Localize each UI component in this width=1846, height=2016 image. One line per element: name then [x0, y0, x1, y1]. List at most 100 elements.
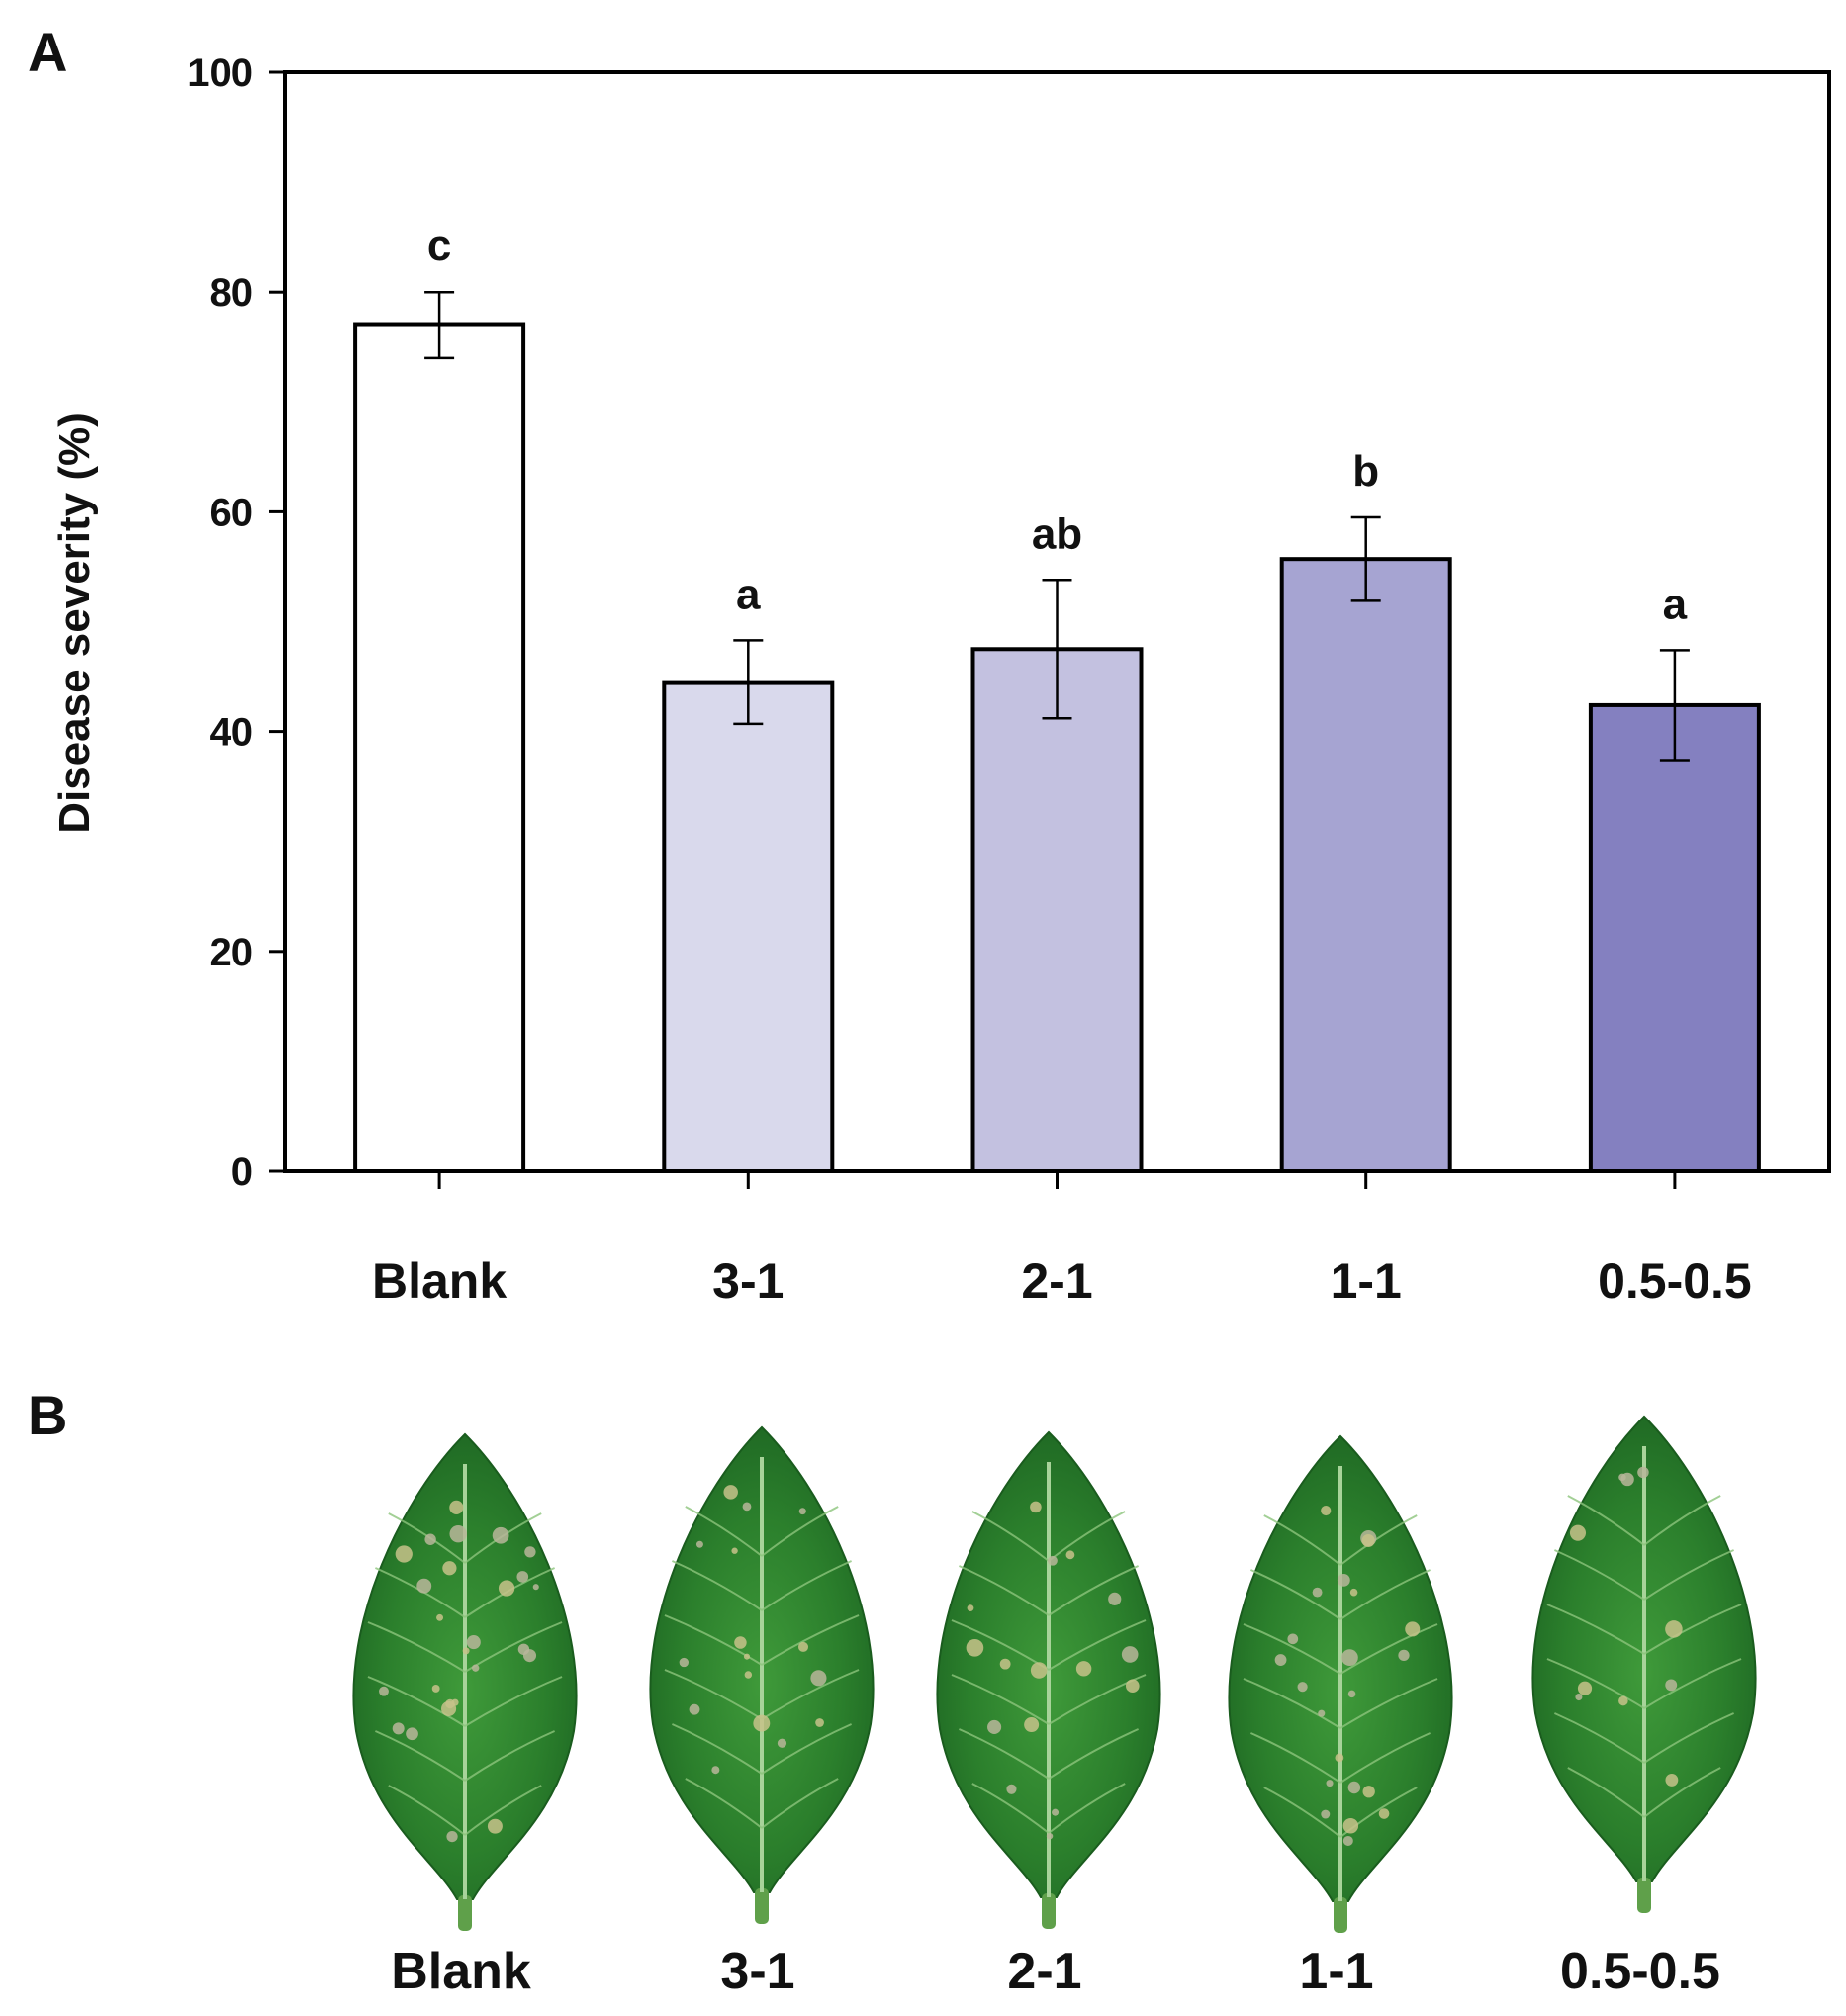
lesion-spot [1337, 1573, 1350, 1587]
x-tick-label: 2-1 [1021, 1253, 1092, 1309]
y-axis-title: Disease severity (%) [50, 412, 99, 834]
leaf-vein [1643, 1767, 1721, 1818]
lesion-spot [1052, 1808, 1060, 1816]
lesion-spot [1046, 1832, 1054, 1840]
y-tick-label: 100 [187, 51, 253, 95]
lesion-spot [436, 1613, 444, 1621]
lesion-spot [810, 1670, 827, 1687]
lesion-spot [1618, 1473, 1626, 1482]
x-tick-label: 3-1 [712, 1253, 784, 1309]
leaf-vein [685, 1778, 763, 1829]
leaf-vein [367, 1676, 466, 1727]
leaf-vein [671, 1723, 763, 1775]
leaf-petiole [458, 1895, 472, 1931]
leaf-vein [1048, 1565, 1140, 1616]
lesion-spot [498, 1580, 515, 1597]
y-tick-label: 20 [210, 931, 254, 974]
leaf-vein [374, 1730, 466, 1782]
lesion-spot [516, 1571, 529, 1583]
lesion-spot [1321, 1506, 1332, 1516]
lesion-spot [1340, 1649, 1358, 1667]
lesion-spot [449, 1500, 464, 1514]
leaf-photo-Blank [352, 1432, 578, 1931]
leaf-photo-0.5-0.5 [1531, 1415, 1757, 1913]
lesion-spot [1121, 1646, 1139, 1663]
y-tick-label: 60 [210, 491, 254, 534]
bars: c a ab b a [353, 222, 1761, 1173]
lesion-spot [466, 1635, 481, 1650]
lesion-spot [1335, 1753, 1344, 1763]
leaf-vein [1249, 1569, 1341, 1620]
lesion-spot [1637, 1466, 1649, 1479]
lesion-spot [462, 1647, 470, 1655]
lesion-spot [1362, 1786, 1375, 1798]
leaf-vein [1567, 1767, 1645, 1818]
leaf-vein [1263, 1514, 1341, 1566]
lesion-spot [471, 1664, 480, 1672]
lesion-spot [731, 1547, 738, 1554]
leaf-petiole [1637, 1878, 1651, 1913]
x-tick-label: 1-1 [1331, 1253, 1402, 1309]
leaf-vein [685, 1506, 763, 1557]
lesion-spot [689, 1703, 700, 1715]
leaf-vein [1339, 1623, 1438, 1675]
panel-a-label: A [28, 21, 67, 83]
lesion-spot [1347, 1690, 1356, 1698]
lesion-spot [1065, 1550, 1075, 1560]
leaf-vein [971, 1783, 1050, 1834]
leaf-vein [1546, 1604, 1645, 1655]
leaf-vein [958, 1565, 1050, 1616]
leaf-vein [1567, 1495, 1645, 1546]
significance-letter: b [1352, 447, 1379, 496]
leaf-photo-3-1 [649, 1425, 875, 1924]
lesion-spot [431, 1685, 440, 1693]
lesion-spot [441, 1700, 457, 1717]
lesion-spot [1024, 1717, 1040, 1733]
lesion-spot [1030, 1501, 1042, 1513]
lesion-spot [815, 1718, 824, 1727]
leaf-vein [1553, 1712, 1645, 1764]
lesion-spot [524, 1546, 536, 1558]
leaf-vein [464, 1730, 556, 1782]
lesion-spot [966, 1638, 984, 1657]
panel-b-label: B [28, 1384, 67, 1446]
lesion-spot [379, 1686, 389, 1696]
lesion-spot [679, 1657, 689, 1668]
leaf-label: 2-1 [1007, 1943, 1081, 2000]
lesion-spot [1318, 1709, 1326, 1717]
bar-2-1 [970, 647, 1144, 1173]
lesion-spot [1108, 1592, 1122, 1605]
lesion-spot [1347, 1781, 1361, 1794]
leaf-label: 0.5-0.5 [1560, 1943, 1720, 2000]
lesion-spot [1326, 1780, 1334, 1787]
lesion-spot [1577, 1681, 1593, 1695]
leaf-label: 1-1 [1299, 1943, 1373, 2000]
leaf-vein [1263, 1787, 1341, 1838]
leaf-petiole [1042, 1893, 1056, 1929]
leaf-photos: Blank 3-1 2-1 1-1 0.5-0.5 [352, 1415, 1757, 2000]
lesion-spot [395, 1545, 413, 1563]
lesion-spot [1342, 1835, 1353, 1846]
leaf-vein [464, 1676, 563, 1727]
lesion-spot [743, 1653, 751, 1660]
x-tick-label: Blank [372, 1253, 507, 1309]
lesion-spot [416, 1578, 432, 1594]
lesion-spot [1287, 1633, 1299, 1645]
leaf-photo-1-1 [1228, 1434, 1453, 1933]
y-axis: 0 20 40 60 80 100 [187, 51, 285, 1194]
lesion-spot [1006, 1784, 1017, 1794]
lesion-spot [522, 1649, 537, 1663]
leaf-petiole [1334, 1897, 1347, 1933]
lesion-spot [1075, 1661, 1092, 1677]
leaf-vein [1243, 1623, 1341, 1675]
leaf-vein [1339, 1569, 1431, 1620]
lesion-spot [1321, 1809, 1331, 1819]
bar-1-1 [1279, 557, 1452, 1173]
leaf-vein [1643, 1495, 1721, 1546]
lesion-spot [1398, 1649, 1410, 1661]
y-tick-label: 80 [210, 271, 254, 315]
leaf-vein [971, 1511, 1050, 1562]
leaf-vein [664, 1669, 763, 1720]
